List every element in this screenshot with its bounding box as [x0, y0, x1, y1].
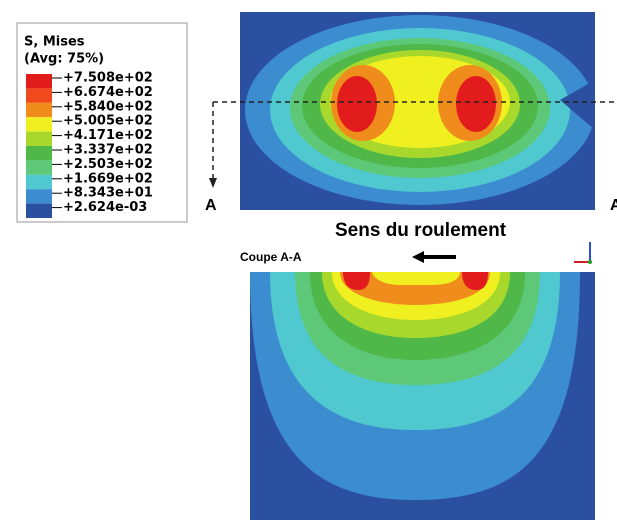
legend-label: +5.005e+02 — [63, 114, 153, 129]
legend-swatches — [26, 74, 52, 218]
legend-label: +8.343e+01 — [63, 186, 153, 201]
legend-label: +2.624e-03 — [63, 200, 147, 215]
legend-subtitle: (Avg: 75%) — [24, 52, 104, 67]
legend-label: +6.674e+02 — [63, 85, 153, 100]
legend-labels: +7.508e+02+6.674e+02+5.840e+02+5.005e+02… — [52, 71, 153, 215]
bottom-contour — [235, 272, 595, 520]
legend-swatch — [26, 189, 52, 204]
direction-arrow — [412, 251, 456, 263]
legend-swatch — [26, 131, 52, 146]
legend-label: +5.840e+02 — [63, 99, 153, 114]
legend-label: +3.337e+02 — [63, 143, 153, 158]
axis-triad — [574, 242, 592, 264]
legend-label: +7.508e+02 — [63, 71, 153, 86]
legend-swatch — [26, 102, 52, 118]
section-mark: A — [610, 197, 617, 214]
section-title: Coupe A-A — [240, 250, 302, 264]
legend-swatch — [26, 160, 52, 175]
legend-swatch — [26, 117, 52, 132]
legend-label: +4.171e+02 — [63, 128, 153, 143]
top-contour — [240, 12, 595, 210]
legend-swatch — [26, 146, 52, 161]
legend-title: S, Mises — [24, 35, 85, 50]
direction-label: Sens du roulement — [335, 220, 507, 241]
legend-label: +2.503e+02 — [63, 157, 153, 172]
arrow-head — [209, 178, 217, 188]
legend-label: +1.669e+02 — [63, 171, 153, 186]
legend-swatch — [26, 203, 52, 218]
legend-swatch — [26, 174, 52, 190]
section-mark: A — [205, 197, 217, 214]
legend-swatch — [26, 74, 52, 89]
legend-swatch — [26, 88, 52, 103]
